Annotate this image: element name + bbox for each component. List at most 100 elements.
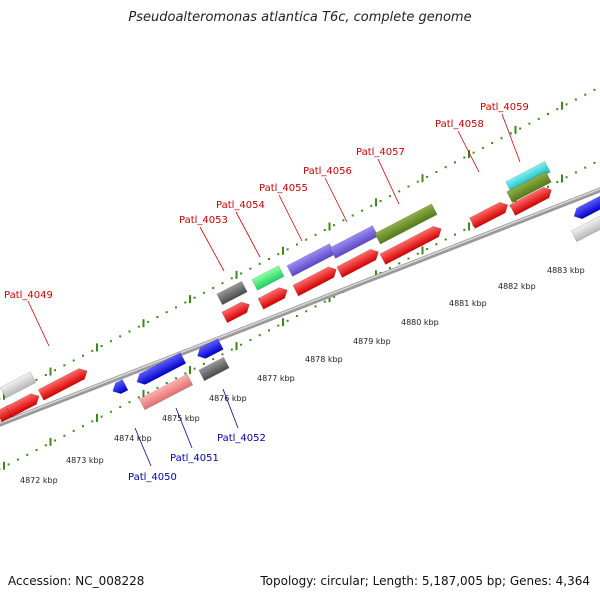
- ruler-dot: [473, 152, 475, 154]
- genome-backbone: [0, 185, 600, 428]
- gene-feature: [217, 281, 247, 305]
- gene-feature: [571, 214, 600, 241]
- ruler-dot: [408, 186, 410, 188]
- ruler-dot: [110, 340, 112, 342]
- ruler-dot: [435, 171, 437, 173]
- ruler-dot: [45, 444, 47, 446]
- ruler-dot: [110, 411, 112, 413]
- ruler-dot: [510, 132, 512, 134]
- ruler-dot: [268, 258, 270, 260]
- kbp-label: 4876 kbp: [209, 394, 247, 403]
- ruler-dot: [575, 99, 577, 101]
- ruler-dot: [566, 176, 568, 178]
- ruler-dot: [454, 161, 456, 163]
- ruler-dot: [575, 171, 577, 173]
- ruler-dot: [445, 166, 447, 168]
- ruler-dot: [463, 229, 465, 231]
- ruler-dot: [175, 377, 177, 379]
- gene-feature: [199, 357, 229, 381]
- ruler-dot: [538, 118, 540, 120]
- ruler-dot: [91, 420, 93, 422]
- ruler-dot: [417, 253, 419, 255]
- kbp-label: 4881 kbp: [449, 299, 487, 308]
- genome-title: Pseudoalteromonas atlantica T6c, complet…: [0, 10, 600, 25]
- ruler-dot: [417, 181, 419, 183]
- ruler-dot: [156, 387, 158, 389]
- gene-feature: [252, 266, 284, 290]
- gene-label: Patl_4052: [217, 433, 266, 444]
- ruler-dot: [389, 267, 391, 269]
- ruler-dot: [194, 368, 196, 370]
- ruler-dot: [54, 369, 56, 371]
- ruler-dot: [324, 229, 326, 231]
- ruler-dot: [240, 344, 242, 346]
- ruler-dot: [398, 190, 400, 192]
- ruler-dot: [426, 248, 428, 250]
- ruler-dot: [259, 334, 261, 336]
- leader-line: [458, 131, 479, 172]
- ruler-dot: [147, 321, 149, 323]
- ruler-dot: [231, 349, 233, 351]
- leader-line: [279, 195, 302, 241]
- ruler-dot: [566, 103, 568, 105]
- ruler-dot: [101, 345, 103, 347]
- kbp-label: 4877 kbp: [257, 374, 295, 383]
- gene-label: Patl_4057: [356, 147, 405, 158]
- ruler-dot: [63, 364, 65, 366]
- kbp-label: 4874 kbp: [114, 434, 152, 443]
- gene-label: Patl_4056: [303, 166, 352, 177]
- ruler-dot: [445, 238, 447, 240]
- ruler-dot: [426, 176, 428, 178]
- kbp-label: 4880 kbp: [401, 318, 439, 327]
- ruler-dot: [166, 311, 168, 313]
- ruler-dot: [138, 326, 140, 328]
- kbp-label: 4872 kbp: [20, 476, 58, 485]
- ruler-dot: [203, 292, 205, 294]
- ruler-dot: [240, 273, 242, 275]
- kbp-label: 4873 kbp: [66, 456, 104, 465]
- ruler-dot: [463, 157, 465, 159]
- gene-label: Patl_4051: [170, 453, 219, 464]
- ruler-dot: [138, 396, 140, 398]
- ruler-dot: [45, 374, 47, 376]
- ruler-dot: [166, 382, 168, 384]
- ruler-dot: [129, 401, 131, 403]
- ruler-dot: [287, 248, 289, 250]
- ruler-dot: [435, 243, 437, 245]
- ruler-dot: [82, 425, 84, 427]
- ruler-dot: [482, 147, 484, 149]
- ruler-dot: [203, 363, 205, 365]
- ruler-dot: [82, 355, 84, 357]
- gene-label: Patl_4054: [216, 200, 265, 211]
- ruler-dot: [36, 379, 38, 381]
- ruler-dot: [519, 128, 521, 130]
- ruler-dot: [249, 339, 251, 341]
- ruler-dot: [380, 200, 382, 202]
- gene-label: Patl_4049: [4, 290, 53, 301]
- ruler-dot: [547, 186, 549, 188]
- gene-label: Patl_4050: [128, 472, 177, 483]
- ruler-dot: [315, 234, 317, 236]
- ruler-dot: [408, 258, 410, 260]
- ruler-dot: [26, 454, 28, 456]
- ruler-dot: [156, 316, 158, 318]
- backbone-line: [0, 186, 600, 428]
- ruler-dot: [315, 305, 317, 307]
- ruler-dot: [584, 94, 586, 96]
- ruler-dot: [296, 315, 298, 317]
- ruler-dot: [556, 181, 558, 183]
- leader-line: [502, 114, 520, 162]
- gene-feature: [258, 285, 290, 309]
- ruler-dot: [212, 287, 214, 289]
- ruler-dot: [268, 329, 270, 331]
- ruler-dot: [73, 430, 75, 432]
- ruler-dot: [594, 89, 596, 91]
- ruler-dot: [54, 439, 56, 441]
- ruler-dot: [594, 162, 596, 164]
- ruler-dot: [212, 358, 214, 360]
- ruler-dot: [91, 350, 93, 352]
- ruler-dot: [194, 297, 196, 299]
- ruler-dot: [361, 210, 363, 212]
- ruler-dot: [528, 123, 530, 125]
